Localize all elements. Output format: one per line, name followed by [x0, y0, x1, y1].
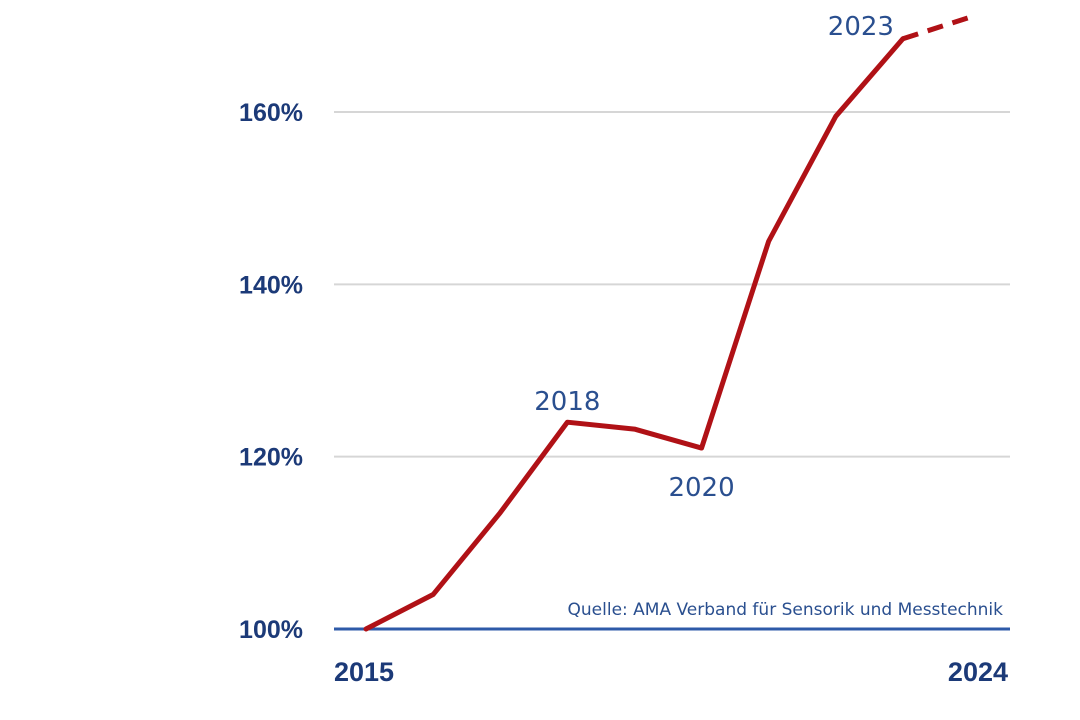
x-axis-tick-labels: 2015 2024 [334, 657, 1008, 687]
x-tick-label-2015: 2015 [334, 657, 394, 687]
source-note: Quelle: AMA Verband für Sensorik und Mes… [568, 600, 1004, 620]
y-axis-tick-labels: 100% 120% 140% 160% [239, 99, 303, 644]
series-lines [363, 14, 971, 632]
y-tick-label-100: 100% [239, 616, 303, 644]
y-tick-label-140: 140% [239, 271, 303, 299]
grid-lines [334, 111, 1010, 631]
y-tick-label-120: 120% [239, 444, 303, 472]
annotation-2023: 2023 [828, 12, 894, 42]
series-line-projection [902, 14, 971, 42]
series-line-actual [363, 36, 906, 632]
year-annotations: 2018 2020 2023 [534, 12, 894, 503]
y-tick-label-160: 160% [239, 99, 303, 127]
annotation-2020: 2020 [668, 473, 734, 503]
x-tick-label-2024: 2024 [948, 657, 1008, 687]
annotation-2018: 2018 [534, 387, 600, 417]
